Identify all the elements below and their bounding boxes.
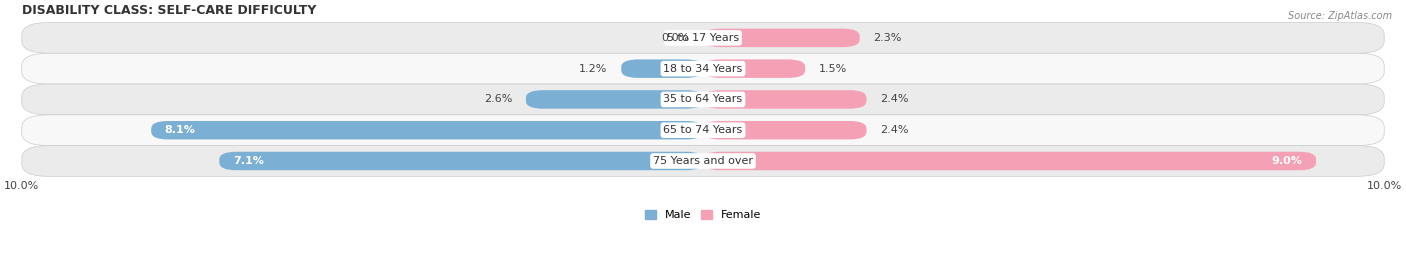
FancyBboxPatch shape xyxy=(703,59,806,78)
Text: 35 to 64 Years: 35 to 64 Years xyxy=(664,94,742,104)
Text: 7.1%: 7.1% xyxy=(233,156,264,166)
Text: 1.2%: 1.2% xyxy=(579,64,607,74)
Text: Source: ZipAtlas.com: Source: ZipAtlas.com xyxy=(1288,11,1392,21)
FancyBboxPatch shape xyxy=(21,84,1385,115)
FancyBboxPatch shape xyxy=(621,59,703,78)
Text: 9.0%: 9.0% xyxy=(1271,156,1302,166)
FancyBboxPatch shape xyxy=(703,121,866,139)
Text: 65 to 74 Years: 65 to 74 Years xyxy=(664,125,742,135)
FancyBboxPatch shape xyxy=(703,152,1316,170)
Text: 8.1%: 8.1% xyxy=(165,125,195,135)
Text: 1.5%: 1.5% xyxy=(818,64,846,74)
Text: 75 Years and over: 75 Years and over xyxy=(652,156,754,166)
Text: 2.3%: 2.3% xyxy=(873,33,901,43)
Text: DISABILITY CLASS: SELF-CARE DIFFICULTY: DISABILITY CLASS: SELF-CARE DIFFICULTY xyxy=(21,4,316,17)
FancyBboxPatch shape xyxy=(526,90,703,109)
FancyBboxPatch shape xyxy=(21,53,1385,84)
Legend: Male, Female: Male, Female xyxy=(641,206,765,225)
Text: 18 to 34 Years: 18 to 34 Years xyxy=(664,64,742,74)
FancyBboxPatch shape xyxy=(152,121,703,139)
FancyBboxPatch shape xyxy=(703,90,866,109)
Text: 2.6%: 2.6% xyxy=(484,94,512,104)
FancyBboxPatch shape xyxy=(21,146,1385,176)
Text: 2.4%: 2.4% xyxy=(880,125,908,135)
FancyBboxPatch shape xyxy=(21,115,1385,146)
FancyBboxPatch shape xyxy=(21,23,1385,53)
Text: 0.0%: 0.0% xyxy=(661,33,689,43)
FancyBboxPatch shape xyxy=(219,152,703,170)
Text: 2.4%: 2.4% xyxy=(880,94,908,104)
FancyBboxPatch shape xyxy=(703,29,859,47)
Text: 5 to 17 Years: 5 to 17 Years xyxy=(666,33,740,43)
